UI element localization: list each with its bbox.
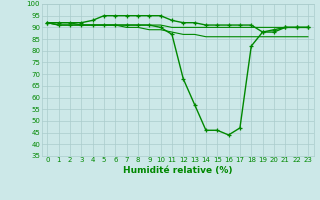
X-axis label: Humidité relative (%): Humidité relative (%) [123,166,232,175]
